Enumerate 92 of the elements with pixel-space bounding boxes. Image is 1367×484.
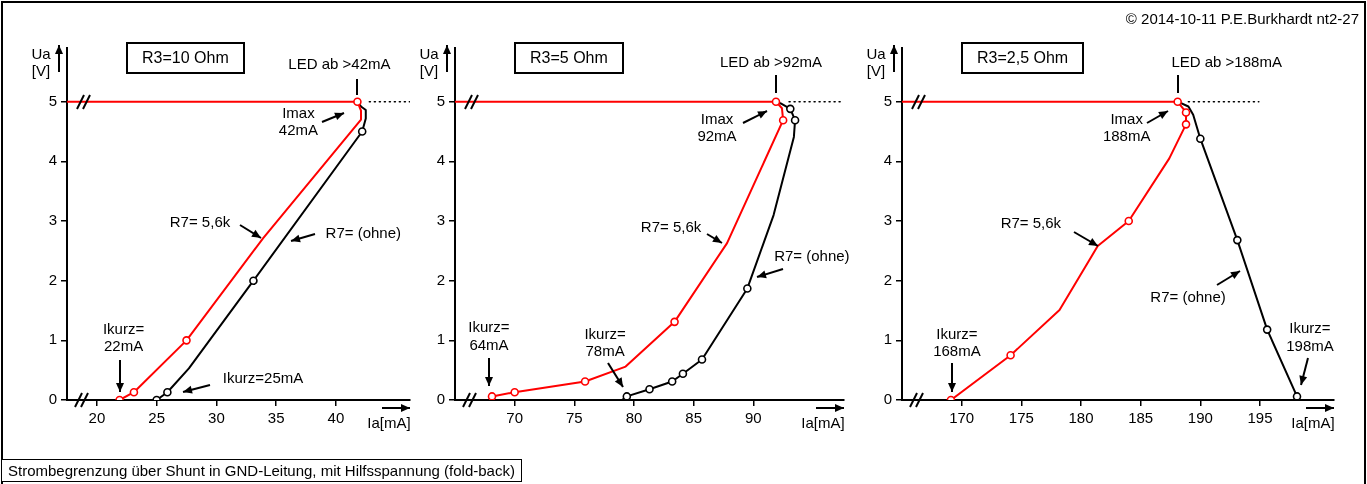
- text: Strombegrenzung über Shunt in GND-Leitung, mit Hilfsspannung (fold-back): [1, 459, 522, 482]
- y-tick-label: 1: [48, 330, 57, 348]
- point: [357, 127, 367, 136]
- x-axis-title: Ia[mA]: [1291, 414, 1335, 432]
- x-tick-label: 35: [267, 409, 285, 427]
- x-tick-label: 90: [744, 409, 762, 427]
- annotation: Imax 188mA: [1102, 109, 1151, 144]
- point: [510, 387, 519, 397]
- annotation: Ikurz= 64mA: [468, 318, 510, 353]
- x-axis-title: Ia[mA]: [801, 414, 845, 432]
- annotation: Ikurz= 78mA: [584, 324, 626, 360]
- y-tick-label: 2: [883, 270, 892, 288]
- y-tick-label: 5: [48, 91, 57, 109]
- x-tick-label: 25: [148, 409, 165, 427]
- point: [249, 276, 258, 285]
- point: [743, 284, 752, 293]
- y-tick-label: 4: [436, 151, 445, 169]
- point: [580, 377, 590, 386]
- y-tick-label: 5: [436, 91, 445, 109]
- annotation: R7= (ohne): [325, 224, 402, 242]
- point: [622, 392, 632, 400]
- annotation: LED ab >188mA: [1171, 53, 1282, 71]
- point: [645, 384, 654, 394]
- point: [1173, 97, 1182, 106]
- point: [353, 97, 362, 106]
- y-tick-label: 3: [48, 211, 57, 229]
- annotation: R7= 5,6k: [169, 213, 231, 231]
- point: [678, 369, 688, 379]
- y-tick-label: 0: [48, 390, 57, 408]
- y-tick-label: 1: [436, 330, 445, 348]
- annotation: Ikurz= 168mA: [933, 324, 981, 360]
- annotation: Ikurz=25mA: [222, 369, 304, 387]
- y-tick-label: 2: [48, 270, 57, 288]
- annotation: R7= 5,6k: [1000, 214, 1062, 232]
- y-axis-title: Ua [V]: [419, 44, 439, 80]
- point: [1233, 235, 1242, 245]
- x-tick-label: 80: [625, 409, 643, 427]
- point: [1006, 350, 1015, 360]
- x-tick-label: 195: [1247, 409, 1273, 427]
- x-tick-label: 85: [685, 409, 702, 427]
- x-tick-label: 75: [565, 409, 583, 427]
- annotation: Imax 92mA: [697, 109, 737, 144]
- y-axis-title: Ua [V]: [866, 44, 886, 80]
- point: [1292, 392, 1302, 400]
- point: [778, 115, 788, 125]
- x-tick-label: 30: [208, 409, 225, 427]
- annotation: LED ab >42mA: [288, 55, 391, 73]
- y-tick-label: 4: [883, 151, 892, 169]
- y-tick-label: 2: [436, 270, 445, 288]
- annotation: Imax 42mA: [278, 103, 318, 138]
- annotation: R7= (ohne): [774, 247, 850, 265]
- annotation: Ikurz= 22mA: [102, 319, 145, 355]
- y-tick-label: 3: [436, 211, 445, 229]
- point: [163, 387, 172, 397]
- annotation: R7= 5,6k: [640, 218, 702, 236]
- point: [771, 97, 781, 106]
- y-tick-label: 0: [436, 390, 445, 408]
- text: © 2014-10-11 P.E.Burkhardt nt2-27: [1125, 10, 1359, 27]
- point: [129, 387, 139, 397]
- chart-title: R3=2,5 Ohm: [961, 42, 1085, 74]
- chart-title: R3=5 Ohm: [514, 42, 624, 74]
- point: [1196, 134, 1205, 143]
- point: [1181, 120, 1191, 129]
- x-tick-label: 40: [327, 409, 345, 427]
- point: [487, 392, 497, 400]
- x-tick-label: 70: [506, 409, 524, 427]
- point: [1124, 216, 1134, 226]
- x-tick-label: 190: [1187, 409, 1213, 427]
- x-tick-label: 170: [949, 409, 975, 427]
- chart-title: R3=10 Ohm: [126, 42, 245, 74]
- y-axis-title: Ua [V]: [31, 44, 51, 80]
- y-tick-label: 3: [883, 211, 892, 229]
- y-tick-label: 1: [883, 330, 892, 348]
- point: [670, 317, 679, 327]
- point: [667, 377, 677, 386]
- x-tick-label: 175: [1008, 409, 1034, 427]
- point: [786, 104, 795, 114]
- annotation: LED ab >92mA: [719, 53, 823, 71]
- y-tick-label: 5: [883, 91, 892, 109]
- x-tick-label: 180: [1068, 409, 1094, 427]
- x-tick-label: 20: [88, 409, 106, 427]
- point: [1262, 325, 1272, 334]
- annotation: R7= (ohne): [1150, 288, 1226, 306]
- annotation: Ikurz= 198mA: [1286, 319, 1334, 354]
- point: [182, 336, 191, 345]
- y-tick-label: 4: [48, 151, 57, 169]
- point: [697, 355, 707, 364]
- y-tick-label: 0: [883, 390, 892, 408]
- x-tick-label: 185: [1128, 409, 1154, 427]
- x-axis-title: Ia[mA]: [367, 414, 411, 432]
- point: [790, 115, 800, 125]
- point: [1181, 108, 1191, 117]
